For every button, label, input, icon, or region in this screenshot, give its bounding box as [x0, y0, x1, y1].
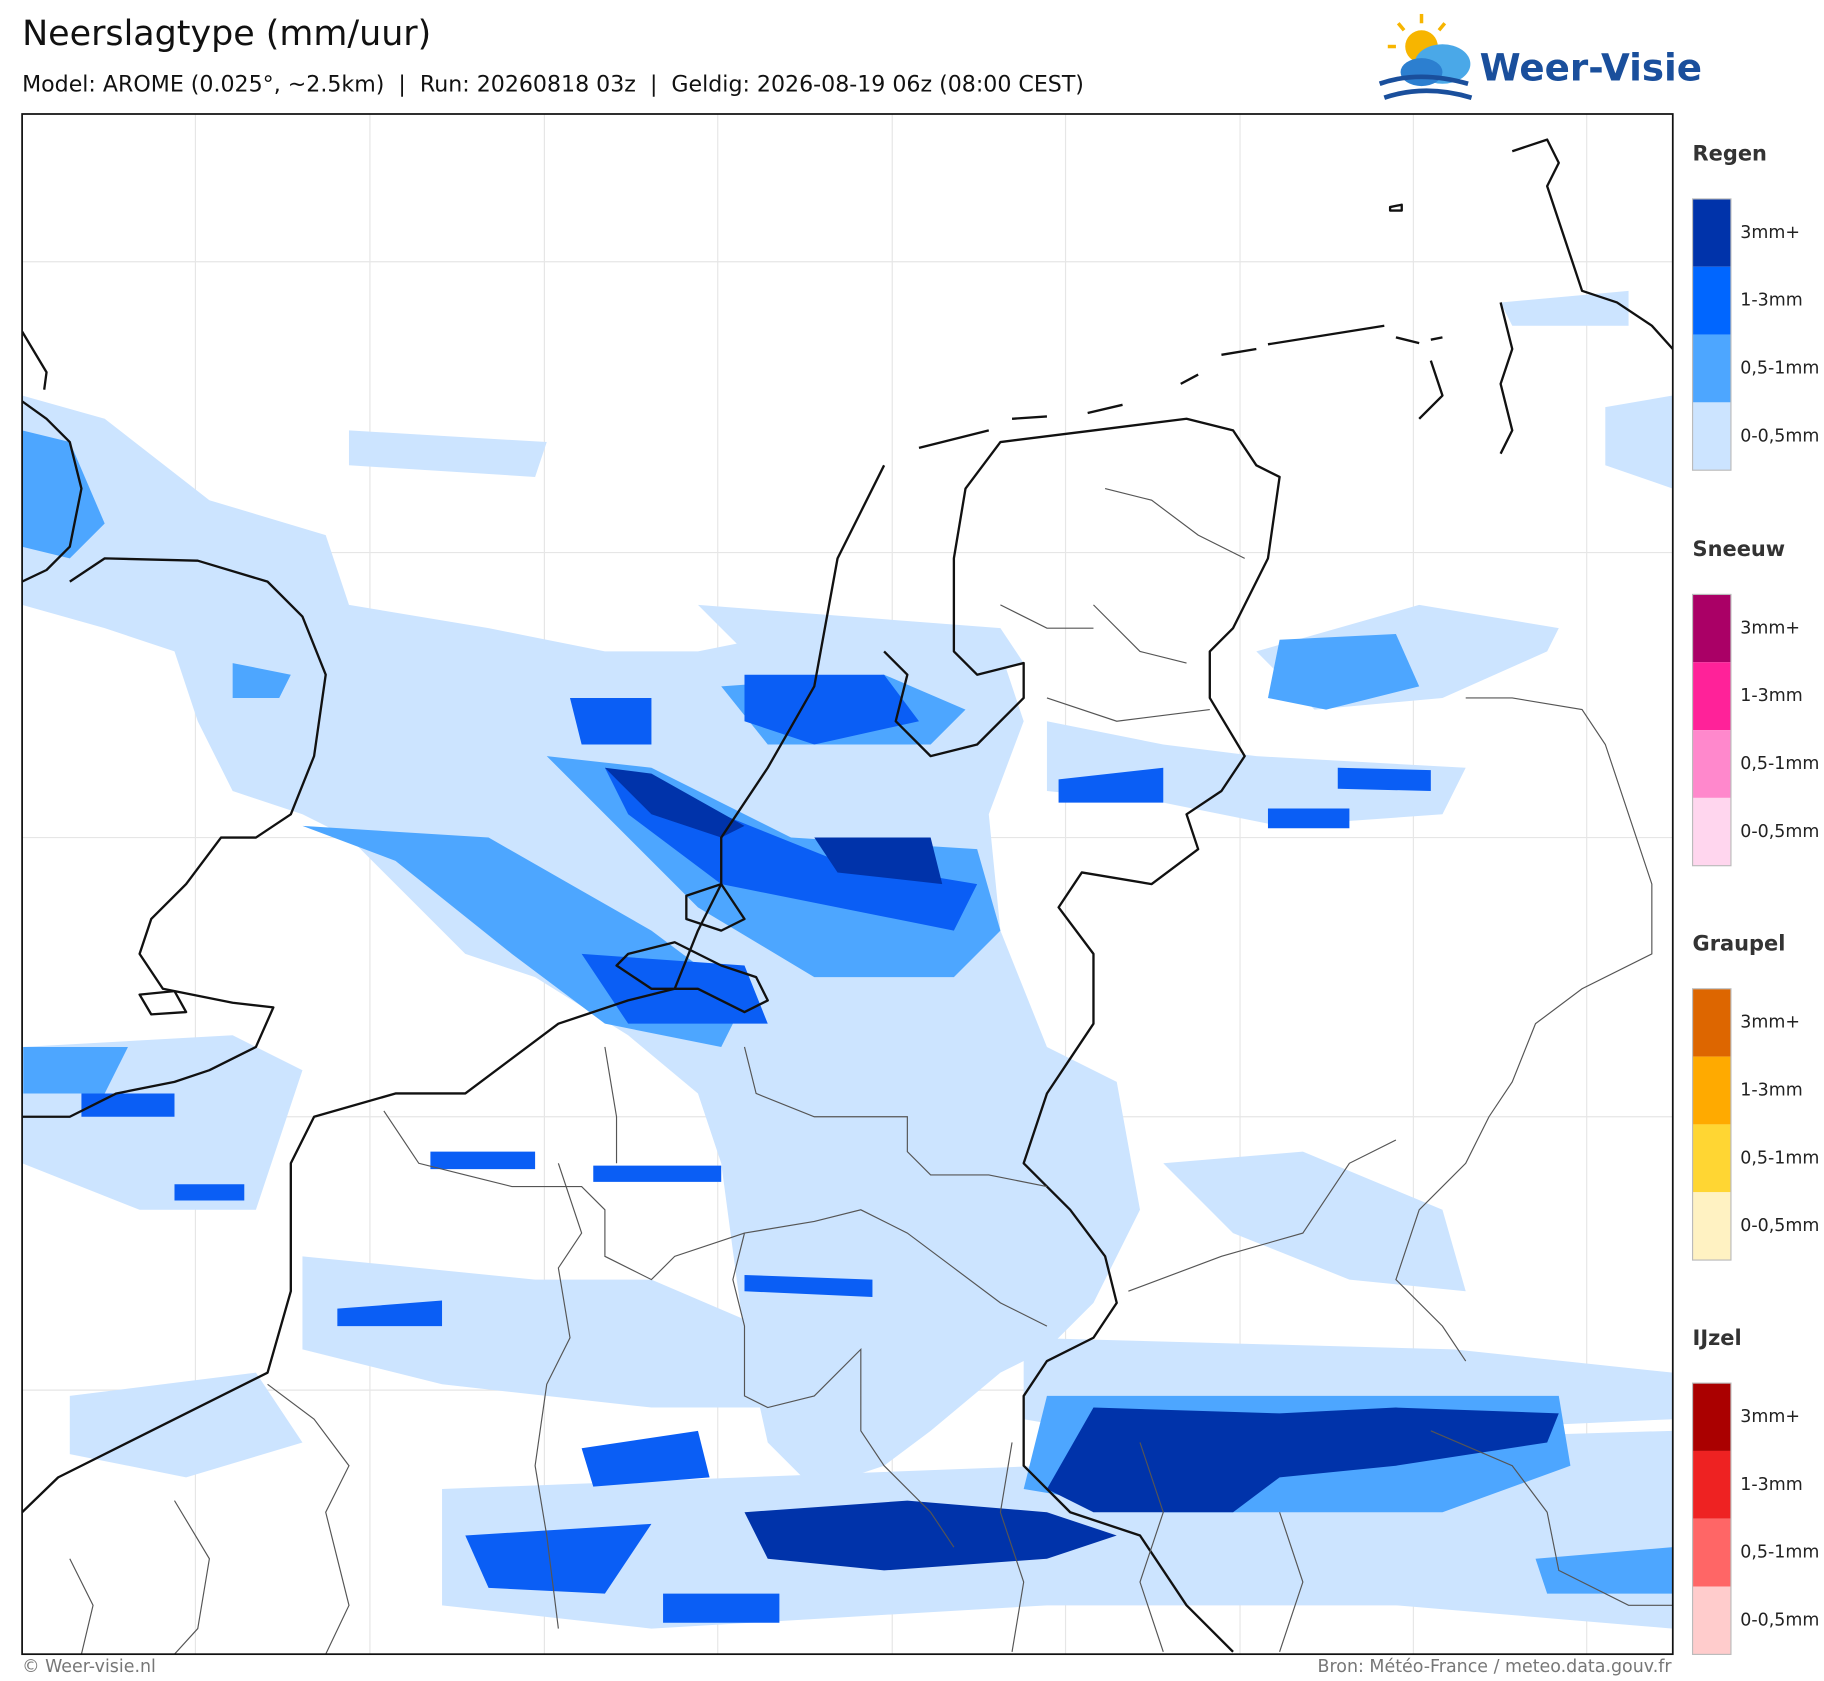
legend-label: 1-3mm: [1740, 686, 1802, 706]
legend-title: Regen: [1693, 142, 1767, 166]
legend-label: 3mm+: [1740, 618, 1800, 638]
legend: Regen 3mm+ 1-3mm 0,5-1mm 0-0,5mm Sneeuw 3mm+ 1-…: [1691, 142, 1819, 1655]
legend-swatch: [1692, 797, 1731, 866]
legend-title: Graupel: [1693, 932, 1786, 956]
map-frame: [21, 113, 1674, 1656]
legend-swatch: [1692, 730, 1731, 798]
legend-label: 0-0,5mm: [1740, 822, 1819, 842]
legend-swatch: [1692, 1383, 1731, 1451]
legend-title: Sneeuw: [1693, 537, 1786, 561]
legend-label: 3mm+: [1740, 1013, 1800, 1033]
legend-label: 0,5-1mm: [1740, 1148, 1819, 1168]
footer-right: Bron: Météo-France / meteo.data.gouv.fr: [1318, 1657, 1673, 1677]
legend-swatch: [1692, 1518, 1731, 1587]
legend-swatch: [1692, 1124, 1731, 1193]
title: Neerslagtype (mm/uur): [22, 14, 431, 54]
legend-label: 1-3mm: [1740, 1081, 1802, 1101]
legend-title: IJzel: [1693, 1326, 1742, 1350]
legend-swatch: [1692, 198, 1731, 267]
legend-label: 1-3mm: [1740, 1475, 1802, 1495]
legend-swatch: [1692, 1450, 1731, 1519]
coastlines: [22, 138, 1673, 1655]
legend-swatch: [1692, 662, 1731, 731]
legend-outline: [1691, 198, 1732, 471]
legend-label: 0,5-1mm: [1740, 1543, 1819, 1563]
rain-intense: [604, 767, 1559, 1571]
legend-label: 0-0,5mm: [1740, 426, 1819, 446]
legend-label: 1-3mm: [1740, 291, 1802, 311]
legend-label: 3mm+: [1740, 223, 1800, 243]
legend-swatch: [1692, 334, 1731, 403]
legend-swatch: [1692, 1056, 1731, 1125]
legend-label: 0,5-1mm: [1740, 754, 1819, 774]
legend-swatch: [1692, 1586, 1731, 1655]
legend-swatch: [1692, 594, 1731, 663]
logo-text: Weer-Visie: [1480, 45, 1702, 89]
legend-label: 0-0,5mm: [1740, 1216, 1819, 1236]
footer-left: © Weer-visie.nl: [22, 1657, 156, 1677]
legend-outline: [1691, 1382, 1732, 1655]
legend-label: 0,5-1mm: [1740, 358, 1819, 378]
map: [22, 114, 1673, 1655]
legend-outline: [1691, 988, 1732, 1261]
legend-label: 3mm+: [1740, 1407, 1800, 1427]
legend-swatch: [1692, 1192, 1731, 1261]
legend-label: 0-0,5mm: [1740, 1610, 1819, 1630]
legend-outline: [1691, 593, 1732, 867]
subtitle: Model: AROME (0.025°, ~2.5km) | Run: 202…: [22, 71, 1084, 97]
logo: Weer-Visie: [1378, 13, 1702, 100]
legend-swatch: [1692, 402, 1731, 471]
legend-swatch: [1692, 266, 1731, 335]
legend-swatch: [1692, 988, 1731, 1057]
